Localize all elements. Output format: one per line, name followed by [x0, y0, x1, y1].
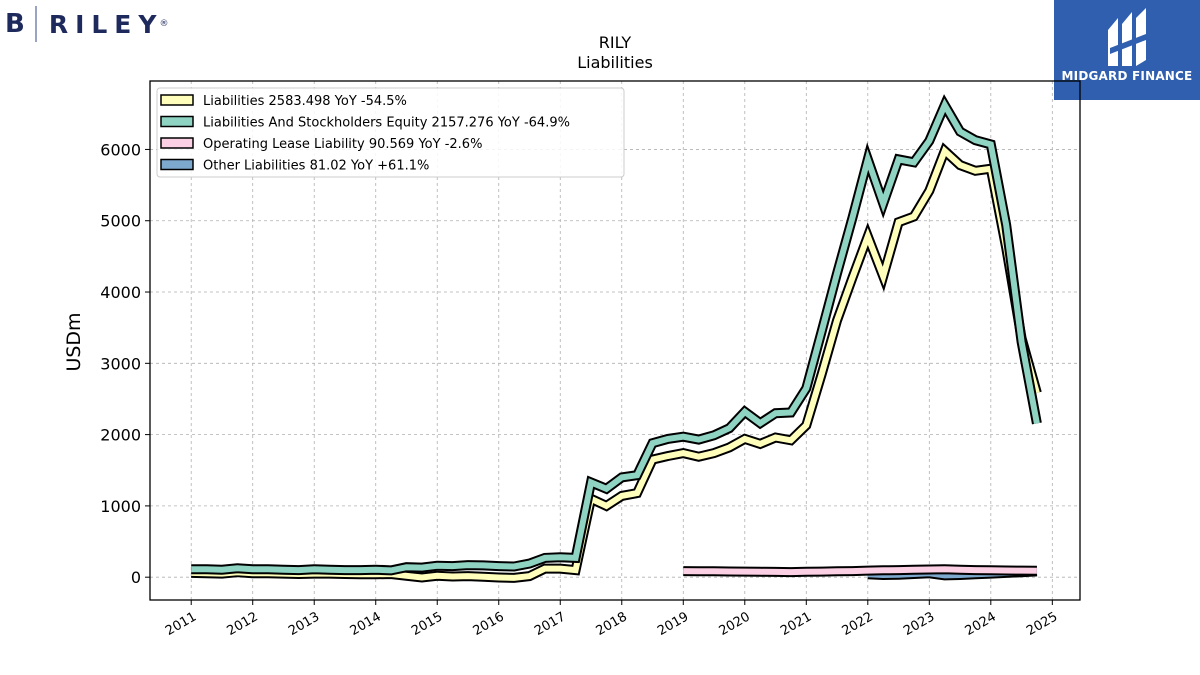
midgard-emblem-icon	[1108, 8, 1146, 66]
x-tick-label: 2022	[840, 609, 876, 639]
x-tick-label: 2016	[471, 609, 507, 639]
y-axis-label: USDm	[63, 312, 85, 371]
x-tick-label: 2019	[655, 609, 691, 639]
series-liabilities	[191, 142, 1042, 583]
midgard-finance-name: MIDGARD FINANCE	[1061, 69, 1193, 83]
x-tick-label: 2025	[1024, 609, 1060, 639]
legend-box	[156, 87, 625, 178]
y-tick-label: 6000	[100, 140, 141, 159]
b-riley-logo: B RILEY ®	[5, 6, 169, 42]
x-tick-label: 2014	[348, 609, 384, 639]
plot-frame	[149, 80, 1081, 601]
b-riley-logo-divider	[34, 6, 37, 42]
midgard-finance-logo: MIDGARD FINANCE	[1054, 0, 1200, 100]
legend-entry: Operating Lease Liability 90.569 YoY -2.…	[203, 137, 482, 152]
legend-swatch	[160, 94, 194, 106]
y-tick-label: 3000	[100, 354, 141, 373]
x-tick-label: 2018	[594, 609, 630, 639]
series-lease	[683, 564, 1037, 578]
legend-entry: Other Liabilities 81.02 YoY +61.1%	[203, 159, 429, 174]
legend-swatch	[160, 137, 194, 149]
x-tick-label: 2015	[409, 609, 445, 639]
chart-subtitle: Liabilities	[577, 53, 653, 72]
x-tick-label: 2023	[901, 609, 937, 639]
x-tick-label: 2021	[778, 609, 814, 639]
legend-entry: Liabilities And Stockholders Equity 2157…	[203, 116, 570, 131]
x-tick-label: 2020	[717, 609, 753, 639]
y-tick-label: 5000	[100, 212, 141, 231]
legend-swatch	[160, 115, 194, 128]
chart-title: RILY	[599, 33, 632, 52]
legend-swatch	[160, 158, 194, 171]
x-tick-label: 2012	[225, 609, 261, 639]
y-tick-label: 2000	[100, 426, 141, 445]
series-line	[191, 145, 1040, 581]
y-tick-label: 1000	[100, 497, 141, 516]
b-riley-logo-letter: B	[5, 9, 25, 39]
y-tick-label: 0	[131, 568, 141, 587]
b-riley-logo-mark: ®	[159, 19, 169, 29]
legend-entry: Liabilities 2583.498 YoY -54.5%	[203, 94, 407, 109]
y-tick-label: 4000	[100, 283, 141, 302]
grid-lines	[150, 81, 1080, 600]
series-line	[191, 98, 1040, 574]
x-tick-label: 2013	[286, 609, 322, 639]
x-tick-label: 2024	[963, 609, 999, 639]
b-riley-logo-word: RILEY	[48, 9, 164, 39]
x-tick-label: 2011	[163, 609, 199, 639]
series-line	[683, 566, 1037, 576]
x-tick-label: 2017	[532, 609, 568, 639]
series-lines	[191, 94, 1042, 583]
series-equity	[191, 94, 1042, 576]
legend: Liabilities 2583.498 YoY -54.5% Liabiliti…	[156, 87, 625, 178]
